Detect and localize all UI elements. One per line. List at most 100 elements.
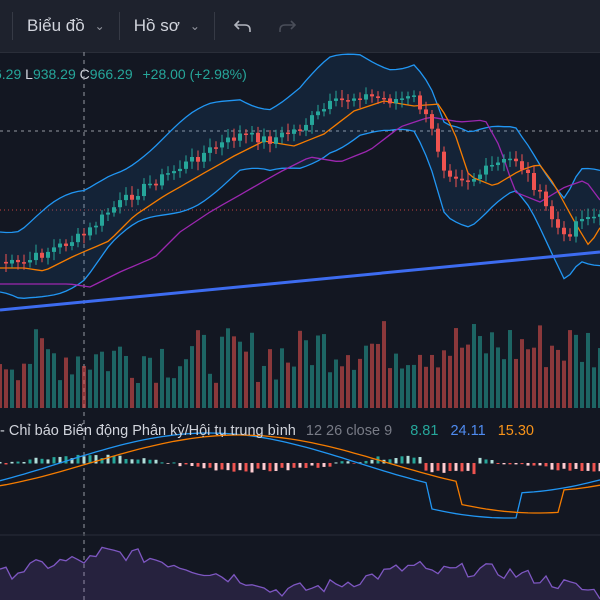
volume-bar xyxy=(340,366,344,408)
chart-menu-button[interactable]: Biểu đồ ⌄ xyxy=(13,0,119,52)
rsi-line xyxy=(0,546,600,600)
toolbar-divider xyxy=(213,12,215,40)
candle-body xyxy=(244,133,248,136)
candle-body xyxy=(298,129,302,131)
volume-bar xyxy=(592,367,596,408)
candle-body xyxy=(10,259,14,264)
candle-body xyxy=(484,165,488,175)
candle-body xyxy=(514,158,518,162)
candle-body xyxy=(40,252,44,258)
macd-histogram-bar xyxy=(304,463,308,468)
volume-bar xyxy=(232,336,236,408)
candle-body xyxy=(568,234,572,237)
macd-line xyxy=(0,432,600,519)
volume-bar xyxy=(292,366,296,408)
volume-bar xyxy=(490,332,494,408)
candle-body xyxy=(508,158,512,161)
candle-body xyxy=(352,98,356,101)
volume-bar xyxy=(562,360,566,408)
candle-body xyxy=(370,94,374,97)
macd-histogram-bar xyxy=(250,463,254,473)
volume-bar xyxy=(28,363,32,408)
macd-histogram-bar xyxy=(436,463,440,471)
candle-body xyxy=(106,212,110,215)
macd-signal-line xyxy=(0,434,600,514)
macd-histogram-bar xyxy=(136,459,140,464)
macd-histogram-bar xyxy=(412,457,416,464)
candle-body xyxy=(256,132,260,143)
volume-bar xyxy=(214,382,218,408)
volume-bar xyxy=(388,368,392,408)
volume-bar xyxy=(154,382,158,408)
volume-bar xyxy=(262,365,266,408)
volume-bar xyxy=(376,343,380,408)
macd-histogram-bar xyxy=(220,463,224,470)
macd-histogram-bar xyxy=(460,463,464,472)
macd-histogram-bar xyxy=(298,463,302,468)
candle-body xyxy=(448,170,452,177)
macd-histogram-bar xyxy=(550,463,554,470)
candle-body xyxy=(454,176,458,179)
candle-body xyxy=(364,94,368,100)
volume-bar xyxy=(130,377,134,408)
volume-bar xyxy=(22,363,26,408)
candle-body xyxy=(208,147,212,153)
volume-bar xyxy=(184,359,188,408)
volume-bar xyxy=(58,380,62,408)
macd-histogram-bar xyxy=(244,463,248,472)
undo-button[interactable] xyxy=(221,0,265,52)
volume-bar xyxy=(142,356,146,408)
volume-bar xyxy=(94,354,98,408)
candle-body xyxy=(358,98,362,100)
macd-histogram-bar xyxy=(16,461,20,464)
volume-bar xyxy=(148,357,152,408)
candle-body xyxy=(34,252,38,261)
candle-body xyxy=(376,96,380,98)
volume-bar xyxy=(34,329,38,408)
volume-bar xyxy=(286,362,290,408)
toolbar-divider xyxy=(118,12,120,40)
volume-bar xyxy=(220,336,224,408)
macd-histogram-bar xyxy=(76,454,80,464)
candle-body xyxy=(496,162,500,166)
volume-bar xyxy=(178,366,182,408)
candle-body xyxy=(520,161,524,170)
candle-body xyxy=(16,259,20,263)
macd-histogram-bar xyxy=(130,459,134,464)
candle-body xyxy=(550,206,554,220)
volume-bar xyxy=(16,380,20,408)
redo-button[interactable] xyxy=(265,0,309,52)
candle-body xyxy=(130,194,134,200)
candle-body xyxy=(22,262,26,264)
volume-bar xyxy=(418,354,422,408)
macd-histogram-bar xyxy=(148,459,152,464)
macd-histogram-bar xyxy=(0,461,2,464)
candle-body xyxy=(430,114,434,129)
undo-icon xyxy=(233,20,251,32)
macd-histogram-bar xyxy=(388,459,392,464)
macd-histogram-bar xyxy=(544,463,548,467)
low-label: L xyxy=(25,66,33,82)
volume-bar xyxy=(238,341,242,408)
candle-body xyxy=(226,137,230,143)
volume-bar xyxy=(100,351,104,408)
close-label: C xyxy=(79,66,90,82)
candle-body xyxy=(406,96,410,99)
volume-bar xyxy=(400,368,404,408)
candle-body xyxy=(466,180,470,182)
candle-body xyxy=(154,183,158,186)
candle-body xyxy=(334,98,338,101)
macd-signal-value: 15.30 xyxy=(497,423,534,439)
candle-body xyxy=(322,109,326,112)
volume-bar xyxy=(124,355,128,408)
volume-bar xyxy=(268,349,272,408)
macd-indicator-name: Chỉ báo Biến động Phân kỳ/Hội tụ trung b… xyxy=(8,423,296,439)
candle-body xyxy=(268,136,272,144)
volume-bar xyxy=(586,332,590,408)
candle-body xyxy=(592,216,596,219)
profile-menu-button[interactable]: Hồ sơ ⌄ xyxy=(120,0,214,52)
top-toolbar: Biểu đồ ⌄ Hồ sơ ⌄ xyxy=(0,0,600,53)
macd-histogram-bar xyxy=(70,458,74,464)
price-chart[interactable] xyxy=(0,52,600,600)
volume-bar xyxy=(520,339,524,408)
